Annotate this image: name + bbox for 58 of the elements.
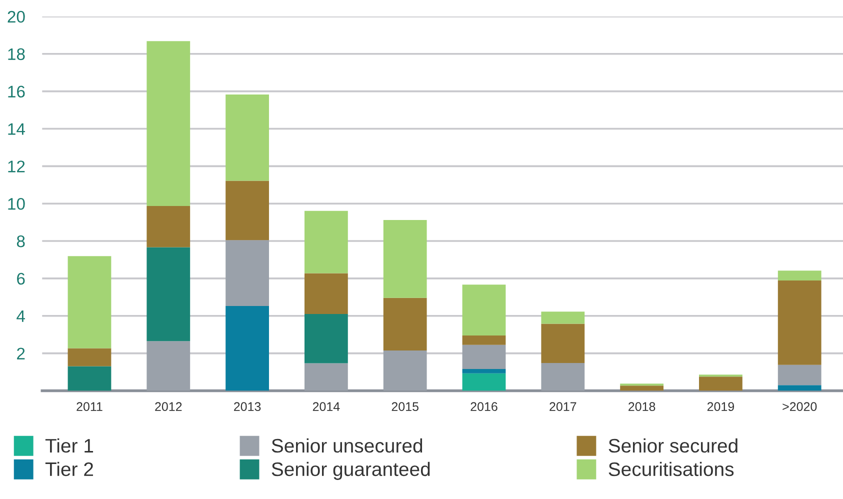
bar: [146, 247, 190, 342]
bar: [541, 363, 585, 391]
bar: [778, 270, 822, 280]
bar: [146, 341, 190, 391]
bar: [226, 180, 269, 240]
x-tick-label: 2019: [707, 402, 734, 412]
bar: [541, 324, 585, 364]
legend-label: Tier 2: [45, 462, 93, 476]
bar: [778, 280, 822, 365]
bar: [383, 298, 427, 350]
y-tick-label: 4: [16, 310, 25, 322]
x-tick-label: >2020: [782, 402, 817, 412]
bar: [304, 363, 348, 391]
y-tick-label: 2: [17, 348, 25, 360]
x-tick-label: 2013: [234, 402, 261, 412]
bar: [620, 386, 664, 391]
x-tick-label: 2011: [76, 402, 102, 412]
y-tick-label: 12: [8, 160, 25, 172]
bar: [68, 256, 112, 348]
bar: [304, 314, 348, 364]
y-tick-label: 14: [8, 123, 25, 135]
bar: [383, 220, 427, 298]
bar: [462, 369, 506, 374]
bar: [778, 364, 822, 386]
bar: [146, 41, 190, 206]
legend-label: Securitisations: [608, 462, 734, 476]
x-tick-label: 2016: [470, 402, 498, 412]
bar: [778, 385, 822, 391]
bar: [304, 210, 348, 274]
y-tick-label: 10: [8, 198, 25, 210]
bar: [304, 273, 348, 314]
bar: [146, 206, 190, 248]
bar: [699, 376, 742, 391]
y-tick-label: 8: [16, 235, 25, 248]
x-tick-label: 2012: [155, 402, 182, 412]
x-tick-label: 2018: [628, 402, 656, 412]
legend-label: Senior secured: [608, 438, 738, 453]
y-tick-label: 20: [8, 10, 25, 23]
y-tick-label: 6: [17, 272, 25, 285]
legend-label: Senior unsecured: [272, 438, 422, 453]
bar: [541, 312, 585, 324]
bar: [462, 344, 506, 370]
legend-label: Senior guaranteed: [272, 462, 430, 480]
y-tick-label: 16: [8, 86, 25, 98]
bar: [383, 350, 427, 391]
y-tick-label: 18: [8, 48, 25, 60]
bar: [226, 94, 269, 181]
bar: [462, 284, 506, 336]
bar: [68, 366, 112, 391]
bar: [226, 240, 269, 306]
bar: [462, 336, 506, 345]
legend-label: Tier 1: [45, 438, 94, 453]
x-tick-label: 2015: [392, 402, 418, 412]
bar: [226, 306, 269, 391]
bar: [462, 373, 506, 391]
x-tick-label: 2014: [312, 402, 340, 412]
x-tick-label: 2017: [550, 402, 576, 412]
bar: [68, 348, 112, 366]
